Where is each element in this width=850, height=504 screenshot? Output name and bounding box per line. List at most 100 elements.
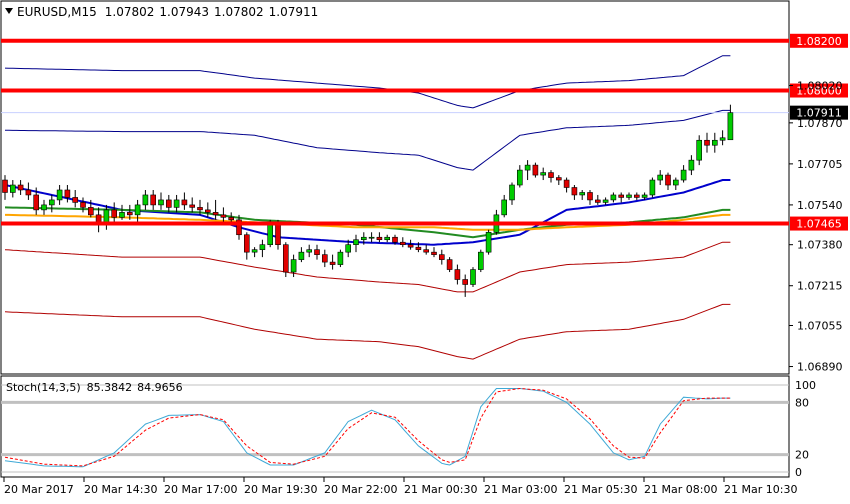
candle bbox=[579, 189, 586, 200]
candle bbox=[142, 189, 149, 210]
candle-body bbox=[282, 244, 289, 273]
horizontal-levels[interactable]: 1.08200 1.08000 1.07465 bbox=[1, 33, 848, 231]
candle bbox=[540, 167, 547, 181]
candle-body bbox=[649, 179, 656, 196]
candle-body bbox=[33, 194, 40, 211]
candle-body bbox=[267, 224, 274, 245]
candle bbox=[524, 160, 531, 181]
candle bbox=[282, 242, 289, 278]
candle bbox=[438, 249, 445, 265]
candle-body bbox=[555, 177, 562, 181]
level-price-tag bbox=[790, 33, 848, 48]
level-price-label: 1.08200 bbox=[796, 35, 842, 48]
candle bbox=[80, 197, 86, 213]
candle-body bbox=[41, 204, 47, 211]
candle-body bbox=[376, 236, 383, 241]
symbol-label: EURUSD,M15 bbox=[17, 5, 97, 19]
time-tick-label: 21 Mar 08:00 bbox=[644, 483, 717, 496]
candle-body bbox=[368, 236, 375, 239]
candle-body bbox=[244, 234, 250, 253]
stoch-level-label: 100 bbox=[795, 379, 816, 392]
candle bbox=[360, 232, 367, 245]
candle-body bbox=[166, 199, 172, 208]
candle bbox=[665, 172, 671, 190]
candle bbox=[329, 254, 336, 270]
candle bbox=[321, 249, 328, 268]
price-tick-label: 1.07380 bbox=[797, 239, 843, 252]
candle-body bbox=[337, 251, 344, 265]
candle-body bbox=[665, 174, 671, 186]
candle-body bbox=[189, 204, 195, 208]
candle-body bbox=[485, 231, 492, 253]
triangle-down-icon[interactable] bbox=[5, 8, 13, 14]
moving-average-line-3 bbox=[5, 213, 731, 231]
candle bbox=[509, 182, 515, 205]
candle bbox=[485, 229, 492, 255]
candle-body bbox=[610, 194, 617, 201]
stoch-lines bbox=[4, 387, 731, 468]
candle bbox=[587, 189, 593, 205]
high-value: 1.07943 bbox=[159, 5, 209, 19]
candle bbox=[220, 207, 227, 223]
candle-body bbox=[205, 209, 211, 213]
candle bbox=[711, 132, 718, 153]
candle-body bbox=[80, 202, 86, 208]
candle-body bbox=[415, 246, 422, 250]
candle-body bbox=[158, 199, 164, 206]
candle bbox=[454, 264, 461, 285]
price-tick-label: 1.07055 bbox=[797, 320, 843, 333]
candle-body bbox=[633, 194, 640, 198]
candle-body bbox=[142, 194, 149, 206]
time-axis[interactable]: 20 Mar 2017 20 Mar 14:30 20 Mar 17:00 20 Ma… bbox=[3, 477, 797, 496]
candle-body bbox=[563, 179, 570, 188]
candle bbox=[407, 239, 414, 250]
close-value: 1.07911 bbox=[269, 5, 319, 19]
candle bbox=[399, 237, 406, 248]
candle bbox=[48, 194, 55, 213]
candle-body bbox=[719, 137, 726, 141]
candle-body bbox=[462, 279, 469, 285]
candle bbox=[649, 177, 656, 198]
candle bbox=[626, 192, 632, 200]
level-price-label: 1.08000 bbox=[796, 85, 842, 98]
main-chart-area[interactable] bbox=[0, 0, 790, 375]
candle-body bbox=[353, 239, 359, 245]
candle-body bbox=[579, 192, 586, 196]
stoch-level-lines: 100 80 20 0 bbox=[1, 379, 816, 479]
candle-body bbox=[220, 214, 227, 218]
price-axis[interactable]: 1.08020 1.07870 1.07705 1.07540 1.07380 1.072… bbox=[789, 80, 848, 374]
time-tick-label: 20 Mar 14:30 bbox=[84, 483, 157, 496]
candle bbox=[563, 177, 570, 193]
candle-body bbox=[2, 179, 8, 193]
candle-body bbox=[25, 189, 32, 196]
candle-body bbox=[501, 199, 508, 216]
oscillator-area[interactable] bbox=[0, 375, 790, 478]
candle-body bbox=[197, 207, 203, 211]
price-tick-label: 1.07870 bbox=[797, 117, 843, 130]
candle bbox=[197, 199, 203, 215]
candle bbox=[353, 234, 359, 253]
candle-body bbox=[17, 184, 24, 191]
candle bbox=[680, 165, 687, 183]
candle-body bbox=[516, 169, 523, 186]
candle-body bbox=[657, 174, 664, 181]
candle-body bbox=[587, 192, 593, 201]
envelope-line-1 bbox=[5, 109, 731, 171]
candle-body bbox=[571, 187, 578, 196]
candle-body bbox=[56, 189, 63, 201]
candle-body bbox=[626, 194, 632, 198]
candle-body bbox=[236, 219, 242, 236]
candle bbox=[446, 257, 453, 273]
candle bbox=[376, 232, 383, 243]
level-price-tag bbox=[790, 83, 848, 98]
candle bbox=[727, 104, 734, 141]
candle bbox=[657, 170, 664, 186]
candle-body bbox=[711, 139, 718, 146]
candle bbox=[719, 130, 726, 146]
candle bbox=[2, 175, 8, 200]
time-tick-label: 21 Mar 00:30 bbox=[404, 483, 477, 496]
candle bbox=[477, 249, 484, 273]
candle-body bbox=[548, 172, 554, 178]
